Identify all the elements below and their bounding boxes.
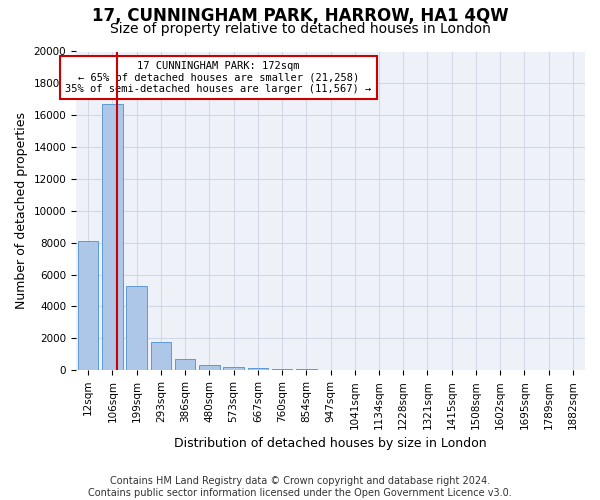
Text: Contains HM Land Registry data © Crown copyright and database right 2024.
Contai: Contains HM Land Registry data © Crown c… [88, 476, 512, 498]
Bar [127, 286, 147, 370]
Text: Size of property relative to detached houses in London: Size of property relative to detached ho… [110, 22, 490, 36]
Bar [223, 367, 244, 370]
Bar [151, 342, 171, 370]
Bar [78, 241, 98, 370]
Bar [102, 104, 122, 370]
Text: 17 CUNNINGHAM PARK: 172sqm
← 65% of detached houses are smaller (21,258)
35% of : 17 CUNNINGHAM PARK: 172sqm ← 65% of deta… [65, 61, 371, 94]
Text: 17, CUNNINGHAM PARK, HARROW, HA1 4QW: 17, CUNNINGHAM PARK, HARROW, HA1 4QW [92, 8, 508, 26]
Bar [272, 368, 292, 370]
Bar [199, 366, 220, 370]
X-axis label: Distribution of detached houses by size in London: Distribution of detached houses by size … [174, 437, 487, 450]
Bar [175, 359, 196, 370]
Y-axis label: Number of detached properties: Number of detached properties [15, 112, 28, 310]
Bar [248, 368, 268, 370]
